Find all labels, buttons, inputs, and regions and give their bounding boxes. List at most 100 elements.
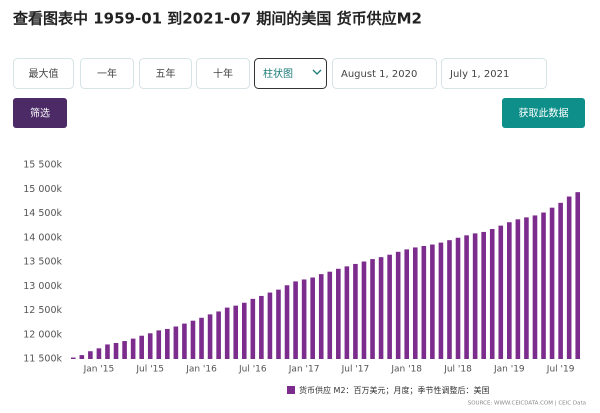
bar (353, 263, 358, 359)
input-box (441, 58, 547, 89)
bar (113, 342, 119, 359)
bar (224, 307, 230, 359)
bar (447, 240, 452, 359)
bar (122, 341, 127, 359)
select-arrow (312, 69, 322, 75)
bar (173, 326, 179, 359)
range-button[interactable]: 最大值 (13, 58, 74, 89)
bar (216, 311, 221, 359)
bar (318, 274, 324, 359)
input-value: August 1, 2020 (341, 69, 417, 80)
bar (301, 279, 307, 359)
y-tick-label: 15 000k (23, 184, 62, 195)
bar (481, 231, 486, 359)
bar (515, 219, 521, 359)
bar (361, 261, 367, 359)
bar (284, 285, 290, 359)
x-tick-label: Jul '18 (443, 365, 472, 375)
bar (370, 259, 375, 359)
button-label: 五年 (156, 67, 176, 80)
bar (472, 233, 478, 359)
button-box (13, 98, 67, 128)
bar (310, 277, 315, 359)
bar (464, 235, 469, 359)
page-title: 查看图表中 1959-01 到2021-07 期间的美国 货币供应M2 (13, 10, 422, 28)
button-label: 获取此数据 (519, 107, 569, 120)
x-tick-label: Jan '19 (493, 365, 525, 375)
x-tick-label: Jul '16 (238, 365, 267, 375)
y-tick-label: 11 500k (23, 354, 62, 365)
y-tick-label: 13 500k (23, 257, 62, 268)
bar (455, 237, 461, 359)
chart: 11 500k 12 000k 12 500k 13 000k 13 500k 14 00… (23, 160, 581, 375)
range-button[interactable]: 十年 (196, 58, 250, 89)
y-tick-label: 14 000k (23, 232, 62, 243)
x-tick-label: Jan '17 (288, 365, 320, 375)
button-box (13, 58, 74, 89)
bar (190, 320, 196, 359)
source-note: SOURCE: WWW.CEICDATA.COM | CEIC Data (468, 401, 586, 407)
button-label: 最大值 (29, 67, 59, 80)
bar (241, 302, 247, 359)
bar (276, 289, 281, 359)
download-button[interactable]: 获取此数据 (502, 98, 585, 128)
filter-button[interactable]: 筛选 (13, 98, 67, 128)
bar (344, 266, 350, 359)
x-tick-label: Jul '17 (341, 365, 370, 375)
bar (207, 314, 213, 359)
button-box (139, 58, 192, 89)
y-tick-label: 14 500k (23, 208, 62, 219)
bar (532, 215, 538, 359)
bar (96, 348, 102, 359)
bar (156, 330, 162, 359)
range-button[interactable]: 一年 (80, 58, 134, 89)
button-box (502, 98, 585, 128)
button-label: 筛选 (30, 107, 50, 120)
input-value: July 1, 2021 (449, 69, 509, 80)
bar (182, 323, 187, 359)
bar (88, 351, 93, 359)
input-box (332, 58, 437, 89)
button-label: 十年 (213, 67, 233, 80)
chart-type-select[interactable]: 柱状图 (254, 58, 327, 89)
y-tick-label: 12 500k (23, 305, 62, 316)
bar (498, 225, 504, 359)
x-tick-label: Jan '15 (83, 365, 115, 375)
start-date-input[interactable]: August 1, 2020 (332, 58, 437, 89)
bar (404, 249, 410, 359)
button-label: 一年 (97, 67, 117, 80)
bar (430, 244, 435, 359)
bar (412, 247, 418, 359)
bar (267, 292, 273, 359)
bar (378, 257, 384, 359)
bar (575, 192, 581, 359)
bar (524, 217, 529, 359)
legend-label: 货币供应 M2：百万美元；月度；季节性调整后：美国 (299, 385, 490, 395)
end-date-input[interactable]: July 1, 2021 (441, 58, 547, 89)
legend-swatch (287, 386, 295, 394)
bar (541, 212, 546, 359)
bar (130, 338, 136, 359)
y-tick-label: 13 000k (23, 281, 62, 292)
bar (233, 305, 239, 359)
x-tick-label: Jan '16 (185, 365, 217, 375)
bar (507, 222, 512, 359)
bar (139, 335, 144, 359)
bar (549, 207, 555, 359)
bar (327, 271, 333, 359)
bar (566, 196, 572, 359)
bar (395, 251, 401, 359)
bar (336, 268, 341, 359)
button-box (80, 58, 134, 89)
bar (558, 202, 563, 359)
bar (79, 355, 85, 359)
y-tick-label: 12 000k (23, 329, 62, 340)
y-tick-label: 15 500k (23, 160, 62, 171)
bar (387, 254, 392, 359)
bar (147, 333, 153, 359)
select-label: 柱状图 (263, 67, 293, 80)
bar (105, 344, 110, 359)
range-button[interactable]: 五年 (139, 58, 192, 89)
select-box (254, 58, 327, 89)
x-tick-label: Jul '19 (546, 365, 575, 375)
